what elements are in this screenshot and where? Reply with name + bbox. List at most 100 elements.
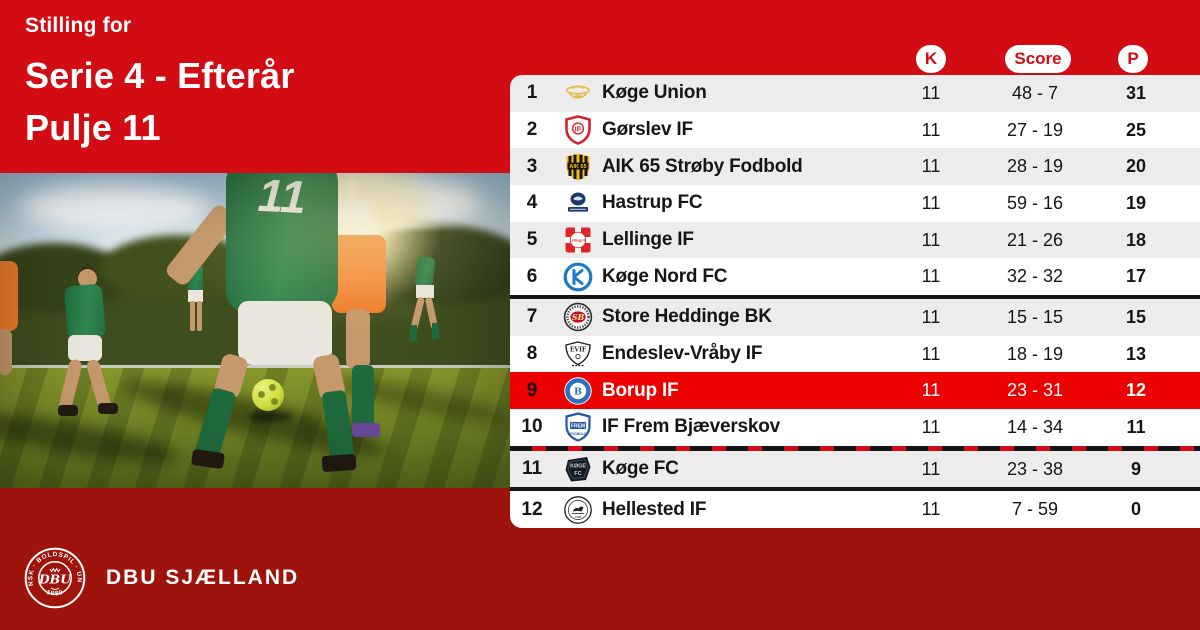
koege-fc-badge: KØGE FC <box>554 454 602 484</box>
matches-played: 11 <box>921 306 941 327</box>
table-row-highlighted[interactable]: 9 B Borup IF 11 23 - 31 12 <box>510 372 1200 410</box>
central-player-shorts <box>238 301 332 365</box>
goal-score: 18 - 19 <box>1006 343 1064 364</box>
cloud <box>20 185 210 231</box>
rank: 2 <box>526 119 538 140</box>
svg-text:KØGE: KØGE <box>570 464 586 470</box>
player-orange-bib <box>332 235 386 313</box>
central-player-jersey <box>226 173 338 313</box>
distant-player-leg <box>197 301 202 331</box>
svg-text:FREM: FREM <box>571 424 585 430</box>
hellested-if-badge: 1908 <box>554 495 602 525</box>
table-row[interactable]: 10 FREM FODBOLD IF Frem Bjæverskov 11 14 … <box>510 409 1200 446</box>
page-title-line1: Serie 4 - Efterår <box>25 55 295 96</box>
borup-if-badge: B <box>554 376 602 406</box>
team-name: Hastrup FC <box>602 192 703 214</box>
points: 20 <box>1125 156 1147 177</box>
team-name: Køge Nord FC <box>602 265 728 287</box>
distant-player-sock <box>410 325 417 341</box>
footer: DANSK · BOLDSPIL · UNION · 1889 · DBU DB… <box>24 547 299 609</box>
table-row[interactable]: 8 EVIF Endeslev-Vråby IF 11 18 - 19 13 <box>510 335 1200 373</box>
logo-ornament <box>50 587 60 590</box>
photo-light-overlay <box>0 173 510 488</box>
team-name: Køge Union <box>602 82 707 104</box>
table-row[interactable]: 5 Lellinge IF Lellinge IF 11 21 - 26 18 <box>510 221 1200 259</box>
table-row[interactable]: 6 Køge Nord FC 11 32 - 32 17 <box>510 258 1200 296</box>
svg-text:AIK 65: AIK 65 <box>569 163 586 169</box>
matches-played: 11 <box>921 380 941 401</box>
team-name: Gørslev IF <box>602 119 693 140</box>
rank: 1 <box>526 82 538 104</box>
svg-text:EVIF: EVIF <box>570 347 587 354</box>
goerslev-if-badge: IF <box>554 115 602 145</box>
table-row[interactable]: 4 Hastrup FC 11 59 - 16 19 <box>510 185 1200 222</box>
player-shorts <box>68 335 102 361</box>
goal-score: 28 - 19 <box>1006 156 1064 177</box>
matches-played: 11 <box>921 229 941 250</box>
dbu-center-text: DBU <box>38 572 72 587</box>
svg-text:Lellinge IF: Lellinge IF <box>570 239 587 243</box>
table-row[interactable]: 11 KØGE FC Køge FC 11 23 - 38 9 <box>510 450 1200 488</box>
brand-name: DBU SJÆLLAND <box>106 566 300 589</box>
svg-text:FC: FC <box>574 471 581 477</box>
header-eyebrow: Stilling for <box>25 14 132 37</box>
rank: 5 <box>526 229 538 251</box>
player-boot <box>58 405 78 416</box>
distant-player-leg <box>190 301 195 331</box>
goal-score: 14 - 34 <box>1006 416 1064 437</box>
svg-text:· 1889 ·: · 1889 · <box>40 586 70 597</box>
rank: 7 <box>526 306 538 328</box>
relegation-line-dashed <box>510 445 1200 451</box>
matches-played: 11 <box>921 343 941 364</box>
rank: 8 <box>526 343 538 365</box>
matches-played: 11 <box>921 119 941 140</box>
rank: 9 <box>526 379 538 401</box>
points: 12 <box>1125 380 1147 401</box>
rank: 6 <box>526 265 538 287</box>
points: 9 <box>1130 458 1141 479</box>
svg-text:1908: 1908 <box>575 515 582 519</box>
matches-played: 11 <box>921 192 941 213</box>
pitch-barrier <box>0 365 510 368</box>
matches-played: 11 <box>921 266 941 287</box>
distant-player-shorts <box>188 290 203 302</box>
goal-score: 21 - 26 <box>1006 229 1064 250</box>
matches-played: 11 <box>921 458 941 479</box>
dbu-logo-icon: DANSK · BOLDSPIL · UNION · 1889 · DBU <box>24 547 86 609</box>
goal-score: 59 - 16 <box>1006 192 1064 213</box>
distant-player-sock <box>432 323 439 339</box>
goal-score: 23 - 38 <box>1006 458 1064 479</box>
dbu-year-text: · 1889 · <box>40 586 69 597</box>
hastrup-fc-badge <box>554 188 602 218</box>
goal-score: 32 - 32 <box>1006 266 1064 287</box>
svg-text:SB: SB <box>572 312 585 322</box>
header: Stilling for Serie 4 - Efterår Pulje 11 <box>25 14 295 154</box>
crown-icon <box>49 567 61 573</box>
goal-score: 15 - 15 <box>1006 306 1064 327</box>
table-header: K Score P <box>510 45 1200 73</box>
koege-nord-fc-badge <box>554 262 602 292</box>
standings-table: K Score P 1 Køge Union 11 48 - 7 31 2 IF… <box>510 45 1200 528</box>
points: 19 <box>1125 192 1147 213</box>
svg-text:B: B <box>574 386 582 397</box>
goal-score: 23 - 31 <box>1006 380 1064 401</box>
table-row[interactable]: 7 SB Store Heddinge BK 11 15 - 15 15 <box>510 299 1200 336</box>
table-row[interactable]: 3 AIK 65 AIK 65 Strøby Fodbold 11 28 - 1… <box>510 148 1200 186</box>
goal-score: 48 - 7 <box>1011 82 1059 103</box>
table-row[interactable]: 12 1908 Hellested IF 11 7 - 59 0 <box>510 491 1200 528</box>
relegation-line-solid <box>510 487 1200 492</box>
team-name: IF Frem Bjæverskov <box>602 416 781 438</box>
points: 11 <box>1126 416 1146 437</box>
lellinge-if-badge: Lellinge IF <box>554 226 602 254</box>
distant-player-shorts <box>416 285 434 298</box>
team-name: Hellested IF <box>602 498 707 520</box>
table-row[interactable]: 2 IF Gørslev IF 11 27 - 19 25 <box>510 111 1200 149</box>
points: 15 <box>1125 306 1147 327</box>
player-leg <box>0 329 12 375</box>
football-icon <box>252 379 284 411</box>
team-name: Endeslev-Vråby IF <box>602 343 763 365</box>
rank: 3 <box>526 155 538 177</box>
table-row[interactable]: 1 Køge Union 11 48 - 7 31 <box>510 75 1200 112</box>
page-title-line2: Pulje 11 <box>25 107 161 148</box>
team-name: Store Heddinge BK <box>602 306 772 328</box>
